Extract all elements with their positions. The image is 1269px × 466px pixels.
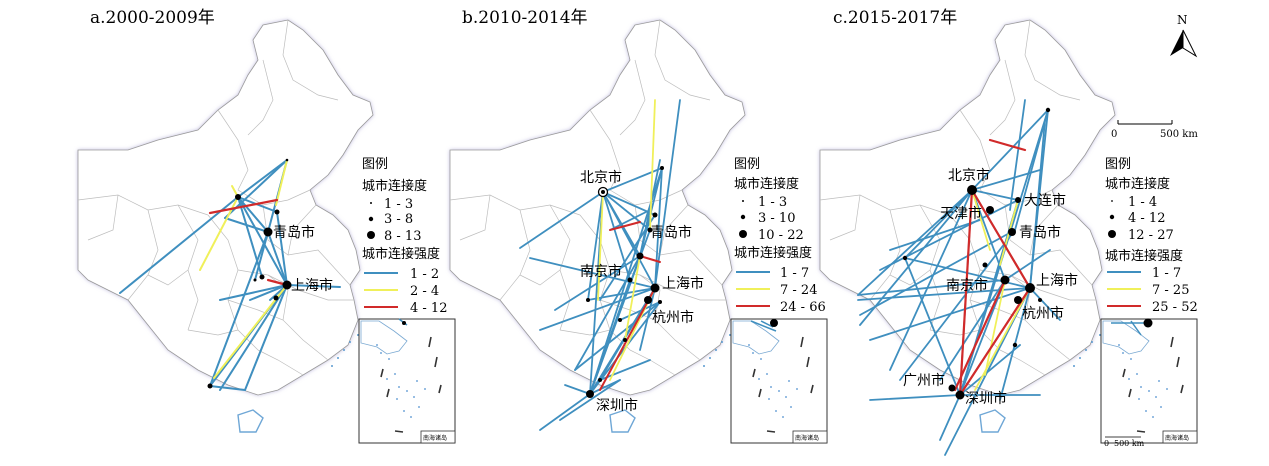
panel-a-inset: 南海诸岛 [358,318,456,444]
inset-label: 南海诸岛 [795,434,819,442]
scale-bar-zero: 0 [1111,129,1117,140]
legend-strength-title: 城市连接强度 [362,246,440,262]
legend-degree-class: 8 - 13 [384,229,421,244]
panel-a-label-shanghai: 上海市 [291,277,333,294]
panel-b-title: b.2010-2014年 [462,8,588,28]
north-arrow-label: N [1177,13,1188,27]
legend-strength-class: 7 - 25 [1152,283,1189,298]
panel-a-legend: 图例 城市连接度 1 - 3 3 - 8 8 - 13 城市连接强度 1 - 2… [362,157,447,316]
panel-b-label-shenzhen: 深圳市 [596,397,638,414]
inset-label: 南海诸岛 [1165,434,1189,442]
panel-a-nodes [207,158,292,389]
panel-a-title: a.2000-2009年 [90,8,215,28]
legend-strength-class: 25 - 52 [1152,300,1198,315]
panel-c-links [857,99,1061,456]
legend-degree-class: 3 - 8 [384,212,413,227]
panel-c-label-qingdao: 青岛市 [1019,224,1061,241]
panel-c-title: c.2015-2017年 [833,8,957,28]
panel-c-label-guangzhou: 广州市 [903,372,945,389]
legend-strength-class: 24 - 66 [780,300,826,315]
legend-strength-class: 2 - 4 [410,284,439,299]
inset-scale-distance: 500 km [1114,439,1145,448]
panel-b-label-beijing: 北京市 [580,169,622,186]
panel-c-label-tianjin: 天津市 [940,205,982,222]
panel-c-inset: 0 500 km 南海诸岛 [1100,318,1198,448]
panel-b-label-hangzhou: 杭州市 [652,309,694,326]
inset-label: 南海诸岛 [423,434,447,442]
panel-a-basemap [78,20,393,438]
legend-strength-class: 1 - 7 [780,266,809,281]
panel-c-basemap [820,20,1135,438]
legend-degree-title: 城市连接度 [1105,176,1170,192]
legend-degree-class: 4 - 12 [1128,211,1165,226]
panel-c-label-dalian: 大连市 [1024,192,1066,209]
legend-degree-title: 城市连接度 [362,178,427,194]
panel-c-label-hangzhou: 杭州市 [1022,305,1064,322]
panel-c-legend: 图例 城市连接度 1 - 4 4 - 12 12 - 27 城市连接强度 1 -… [1105,157,1198,315]
panel-b-inset: 南海诸岛 [730,318,828,444]
legend-degree-class: 3 - 10 [758,211,795,226]
legend-strength-class: 7 - 24 [780,283,817,298]
panel-b-nodes [586,166,664,398]
panel-b-label-nanjing: 南京市 [580,263,622,280]
legend-degree-class: 1 - 3 [758,195,787,210]
legend-strength-title: 城市连接强度 [1105,248,1183,264]
panel-c-label-shanghai: 上海市 [1036,272,1078,289]
north-arrow: N [1170,13,1198,58]
panel-b: b.2010-2014年 [450,8,828,444]
legend-heading: 图例 [362,157,388,172]
inset-scale-zero: 0 [1104,439,1109,448]
panel-b-label-shanghai: 上海市 [662,275,704,292]
panel-b-label-qingdao: 青岛市 [650,224,692,241]
panel-c: c.2015-2017年 [820,8,1198,456]
legend-strength-class: 4 - 12 [410,301,447,316]
legend-strength-title: 城市连接强度 [734,245,812,261]
legend-degree-class: 1 - 4 [1128,195,1157,210]
panel-c-label-shenzhen: 深圳市 [965,390,1007,407]
legend-degree-class: 10 - 22 [758,228,804,243]
panel-a-links [119,159,341,391]
panel-a-label-qingdao: 青岛市 [273,224,315,241]
panel-c-label-nanjing: 南京市 [946,277,988,294]
panel-c-label-beijing: 北京市 [948,167,990,184]
panel-c-nodes [902,107,1051,400]
legend-strength-class: 1 - 2 [410,267,439,282]
panel-a: a.2000-2009年 [78,8,456,444]
legend-degree-class: 1 - 3 [384,197,413,212]
legend-degree-title: 城市连接度 [734,176,799,192]
legend-strength-class: 1 - 7 [1152,266,1181,281]
legend-degree-class: 12 - 27 [1128,228,1174,243]
panel-b-legend: 图例 城市连接度 1 - 3 3 - 10 10 - 22 城市连接强度 1 -… [734,157,826,315]
legend-heading: 图例 [1105,157,1131,172]
legend-heading: 图例 [734,157,760,172]
scale-bar: 0 500 km [1111,120,1198,140]
scale-bar-distance: 500 km [1160,129,1198,140]
